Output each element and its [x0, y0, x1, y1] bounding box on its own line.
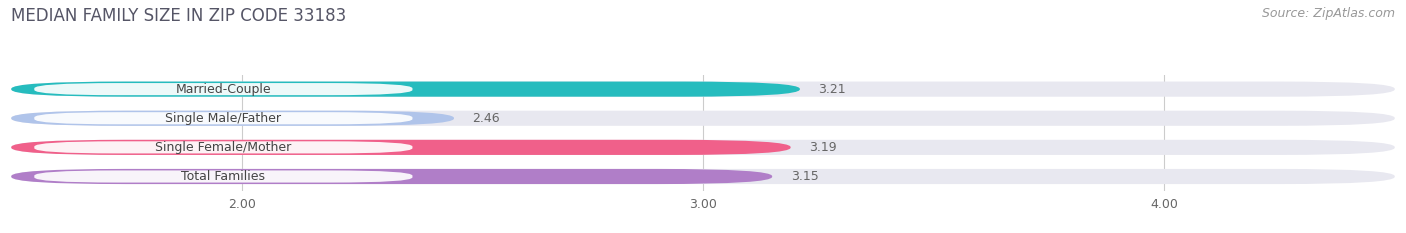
FancyBboxPatch shape	[34, 83, 412, 95]
FancyBboxPatch shape	[11, 82, 800, 97]
Text: 3.15: 3.15	[790, 170, 818, 183]
FancyBboxPatch shape	[11, 111, 1395, 126]
Text: 2.46: 2.46	[472, 112, 501, 125]
Text: 3.21: 3.21	[818, 83, 846, 96]
Text: Total Families: Total Families	[181, 170, 266, 183]
Text: Single Male/Father: Single Male/Father	[166, 112, 281, 125]
FancyBboxPatch shape	[34, 170, 412, 182]
FancyBboxPatch shape	[11, 140, 790, 155]
Text: Married-Couple: Married-Couple	[176, 83, 271, 96]
FancyBboxPatch shape	[11, 82, 1395, 97]
FancyBboxPatch shape	[11, 169, 772, 184]
FancyBboxPatch shape	[34, 141, 412, 153]
FancyBboxPatch shape	[34, 112, 412, 124]
Text: Single Female/Mother: Single Female/Mother	[155, 141, 291, 154]
FancyBboxPatch shape	[11, 169, 1395, 184]
Text: MEDIAN FAMILY SIZE IN ZIP CODE 33183: MEDIAN FAMILY SIZE IN ZIP CODE 33183	[11, 7, 346, 25]
FancyBboxPatch shape	[11, 140, 1395, 155]
FancyBboxPatch shape	[11, 111, 454, 126]
Text: Source: ZipAtlas.com: Source: ZipAtlas.com	[1261, 7, 1395, 20]
Text: 3.19: 3.19	[808, 141, 837, 154]
